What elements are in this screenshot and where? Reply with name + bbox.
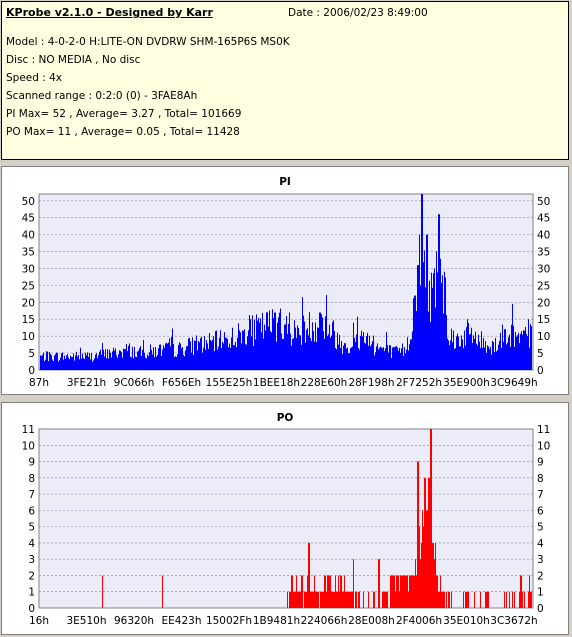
pi-ytick-left: 50 bbox=[22, 196, 35, 208]
po-ytick-left: 10 bbox=[22, 440, 35, 452]
po-ytick-left: 8 bbox=[28, 473, 35, 485]
po-ytick-right: 9 bbox=[537, 457, 544, 469]
pi-ytick-left: 30 bbox=[22, 263, 35, 275]
po-ytick-right: 4 bbox=[537, 538, 544, 550]
scan-date: Date : 2006/02/23 8:49:00 bbox=[288, 7, 428, 19]
pi-xtick: 35E900h bbox=[443, 377, 490, 389]
po-ytick-left: 7 bbox=[28, 489, 35, 501]
po-xtick: 3E510h bbox=[66, 615, 106, 627]
po-ytick-left: 5 bbox=[28, 522, 35, 534]
pi-ytick-right: 15 bbox=[537, 314, 550, 326]
po-ytick-right: 8 bbox=[537, 473, 544, 485]
speed-info: Speed : 4x bbox=[6, 72, 63, 84]
po-ytick-left: 2 bbox=[28, 570, 35, 582]
pi-ytick-left: 40 bbox=[22, 230, 35, 242]
po-title: PO bbox=[277, 412, 294, 424]
po-plot-area bbox=[38, 428, 534, 609]
pi-ytick-left: 25 bbox=[22, 280, 35, 292]
pi-ytick-left: 45 bbox=[22, 213, 35, 225]
pi-title: PI bbox=[279, 176, 291, 188]
pi-xtick: 9C066h bbox=[114, 377, 155, 389]
po-xtick: 35E010h bbox=[443, 615, 490, 627]
pi-xtick: 1BEE18h bbox=[253, 377, 300, 389]
po-ytick-left: 0 bbox=[28, 603, 35, 615]
po-ytick-left: 1 bbox=[28, 587, 35, 599]
po-xtick: 224066h bbox=[301, 615, 348, 627]
po-summary: PO Max= 11 , Average= 0.05 , Total= 1142… bbox=[6, 126, 240, 138]
po-ytick-right: 5 bbox=[537, 522, 544, 534]
pi-ytick-left: 15 bbox=[22, 314, 35, 326]
pi-ytick-right: 5 bbox=[537, 348, 544, 360]
pi-ytick-right: 20 bbox=[537, 297, 550, 309]
pi-xtick: 2F7252h bbox=[396, 377, 442, 389]
pi-bars bbox=[40, 194, 532, 370]
po-chart-panel: PO 0 0 1 1 2 2 3 3 4 4 5 5 6 6 7 7 8 8 9 9 10 10 11 11 16h 3E510h 9… bbox=[1, 402, 569, 635]
po-ytick-right: 11 bbox=[537, 424, 550, 436]
po-ytick-right: 10 bbox=[537, 440, 550, 452]
drive-model: Model : 4-0-2-0 H:LITE-ON DVDRW SHM-165P… bbox=[6, 36, 290, 48]
po-ytick-left: 11 bbox=[22, 424, 35, 436]
pi-ytick-left: 5 bbox=[28, 348, 35, 360]
po-xtick: 28E008h bbox=[348, 615, 395, 627]
pi-chart: PI 0 0 5 5 10 10 15 15 20 20 25 25 30 30 35 35 40 40 45 45 50… bbox=[22, 176, 551, 389]
pi-ytick-right: 35 bbox=[537, 247, 550, 259]
pi-ytick-left: 20 bbox=[22, 297, 35, 309]
po-ytick-left: 3 bbox=[28, 554, 35, 566]
disc-info: Disc : NO MEDIA , No disc bbox=[6, 54, 141, 66]
po-xtick: 96320h bbox=[114, 615, 154, 627]
pi-ytick-right: 0 bbox=[537, 365, 544, 377]
po-xtick: 3C3672h bbox=[490, 615, 537, 627]
po-xtick: 15002Fh bbox=[206, 615, 252, 627]
po-ytick-left: 4 bbox=[28, 538, 35, 550]
pi-ytick-right: 25 bbox=[537, 280, 550, 292]
pi-ytick-left: 35 bbox=[22, 247, 35, 259]
pi-ytick-right: 50 bbox=[537, 196, 550, 208]
pi-ytick-right: 40 bbox=[537, 230, 550, 242]
pi-ytick-right: 10 bbox=[537, 331, 550, 343]
po-bars bbox=[102, 429, 532, 608]
pi-xtick: 87h bbox=[29, 377, 49, 389]
pi-ytick-left: 0 bbox=[28, 365, 35, 377]
pi-xtick: 28F198h bbox=[348, 377, 394, 389]
po-xtick: 2F4006h bbox=[396, 615, 442, 627]
pi-xtick: 155E25h bbox=[206, 377, 253, 389]
po-ytick-right: 0 bbox=[537, 603, 544, 615]
pi-xtick: F656Eh bbox=[162, 377, 201, 389]
po-ytick-right: 6 bbox=[537, 505, 544, 517]
pi-ytick-right: 45 bbox=[537, 213, 550, 225]
pi-summary: PI Max= 52 , Average= 3.27 , Total= 1016… bbox=[6, 108, 242, 120]
po-ytick-right: 7 bbox=[537, 489, 544, 501]
po-ytick-right: 2 bbox=[537, 570, 544, 582]
scanned-range: Scanned range : 0:2:0 (0) - 3FAE8Ah bbox=[6, 90, 198, 102]
po-ytick-right: 1 bbox=[537, 587, 544, 599]
po-xtick: EE423h bbox=[162, 615, 202, 627]
pi-chart-panel: PI 0 0 5 5 10 10 15 15 20 20 25 25 30 30 35 35 40 40 45 45 50… bbox=[1, 166, 569, 395]
pi-ytick-left: 10 bbox=[22, 331, 35, 343]
po-ytick-left: 9 bbox=[28, 457, 35, 469]
po-xtick: 1B9481h bbox=[253, 615, 300, 627]
pi-xtick: 228E60h bbox=[301, 377, 348, 389]
app-title: KProbe v2.1.0 - Designed by Karr bbox=[6, 6, 213, 19]
po-ytick-right: 3 bbox=[537, 554, 544, 566]
pi-ytick-right: 30 bbox=[537, 263, 550, 275]
pi-xtick: 3C9649h bbox=[490, 377, 537, 389]
pi-xtick: 3FE21h bbox=[67, 377, 106, 389]
info-box: KProbe v2.1.0 - Designed by Karr Date : … bbox=[1, 1, 569, 160]
po-ytick-left: 6 bbox=[28, 505, 35, 517]
po-xtick: 16h bbox=[29, 615, 49, 627]
